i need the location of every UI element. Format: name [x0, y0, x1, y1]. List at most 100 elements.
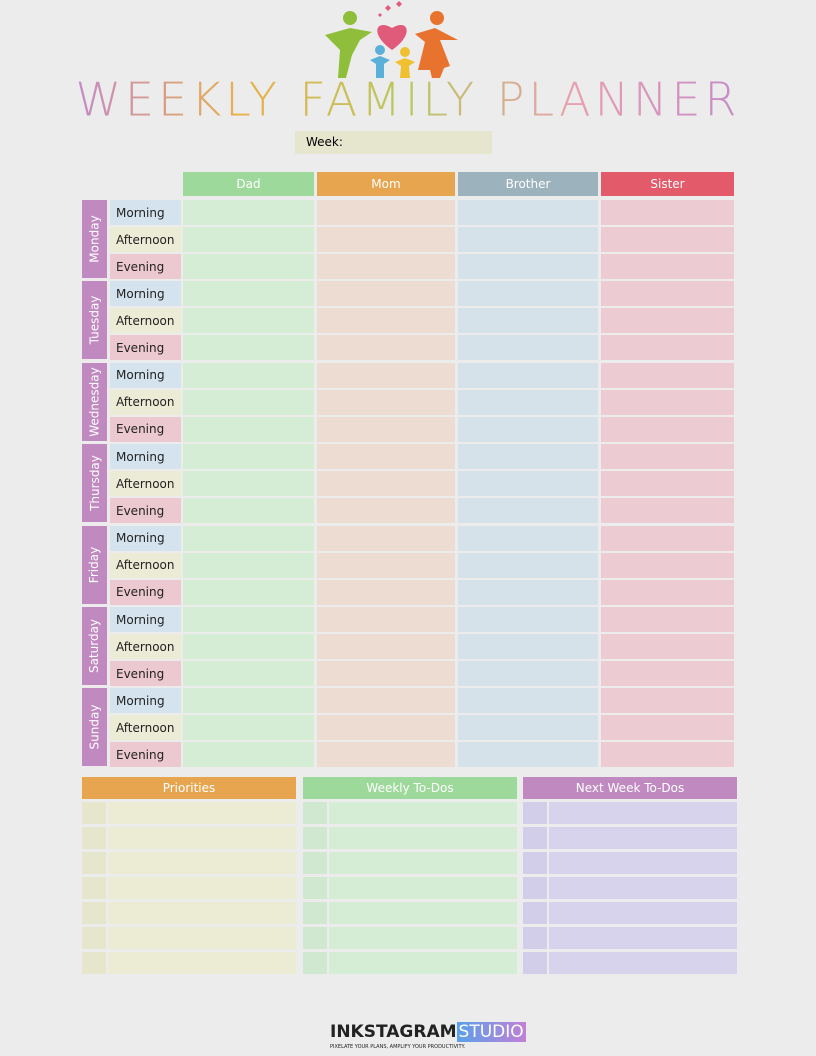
planner-cell[interactable] [458, 525, 598, 551]
planner-cell[interactable] [458, 227, 598, 252]
planner-cell[interactable] [317, 281, 455, 307]
planner-cell[interactable] [601, 335, 734, 361]
planner-cell[interactable] [183, 715, 314, 741]
planner-cell[interactable] [183, 498, 314, 524]
list-cell[interactable] [108, 827, 296, 849]
planner-cell[interactable] [458, 200, 598, 225]
planner-cell[interactable] [601, 715, 734, 741]
planner-cell[interactable] [183, 579, 314, 605]
planner-cell[interactable] [317, 335, 455, 361]
planner-cell[interactable] [601, 416, 734, 442]
planner-cell[interactable] [458, 742, 598, 768]
planner-cell[interactable] [317, 200, 455, 225]
planner-cell[interactable] [317, 471, 455, 497]
planner-cell[interactable] [458, 416, 598, 442]
planner-cell[interactable] [601, 254, 734, 279]
list-cell[interactable] [108, 902, 296, 924]
planner-cell[interactable] [601, 498, 734, 524]
planner-cell[interactable] [601, 579, 734, 605]
list-cell[interactable] [549, 802, 737, 824]
check-cell[interactable] [82, 877, 106, 899]
list-cell[interactable] [329, 827, 517, 849]
planner-cell[interactable] [317, 742, 455, 768]
planner-cell[interactable] [317, 525, 455, 551]
planner-cell[interactable] [458, 607, 598, 632]
planner-cell[interactable] [601, 389, 734, 415]
check-cell[interactable] [523, 852, 547, 874]
check-cell[interactable] [523, 877, 547, 899]
check-cell[interactable] [523, 902, 547, 924]
planner-cell[interactable] [458, 335, 598, 361]
list-cell[interactable] [329, 952, 517, 974]
check-cell[interactable] [303, 902, 327, 924]
check-cell[interactable] [303, 827, 327, 849]
check-cell[interactable] [82, 927, 106, 949]
planner-cell[interactable] [458, 498, 598, 524]
planner-cell[interactable] [458, 281, 598, 307]
planner-cell[interactable] [601, 525, 734, 551]
planner-cell[interactable] [183, 281, 314, 307]
week-field[interactable]: Week: [295, 131, 492, 154]
planner-cell[interactable] [458, 661, 598, 686]
planner-cell[interactable] [183, 254, 314, 279]
planner-cell[interactable] [183, 525, 314, 551]
planner-cell[interactable] [458, 389, 598, 415]
check-cell[interactable] [82, 802, 106, 824]
planner-cell[interactable] [183, 200, 314, 225]
planner-cell[interactable] [317, 227, 455, 252]
list-cell[interactable] [329, 802, 517, 824]
planner-cell[interactable] [317, 579, 455, 605]
planner-cell[interactable] [183, 552, 314, 578]
planner-cell[interactable] [183, 742, 314, 768]
planner-cell[interactable] [601, 661, 734, 686]
check-cell[interactable] [303, 952, 327, 974]
planner-cell[interactable] [183, 607, 314, 632]
check-cell[interactable] [303, 852, 327, 874]
planner-cell[interactable] [601, 281, 734, 307]
list-cell[interactable] [329, 877, 517, 899]
list-cell[interactable] [108, 877, 296, 899]
planner-cell[interactable] [183, 335, 314, 361]
planner-cell[interactable] [317, 661, 455, 686]
planner-cell[interactable] [458, 634, 598, 659]
planner-cell[interactable] [601, 688, 734, 714]
planner-cell[interactable] [183, 362, 314, 388]
planner-cell[interactable] [317, 498, 455, 524]
planner-cell[interactable] [458, 688, 598, 714]
list-cell[interactable] [329, 902, 517, 924]
planner-cell[interactable] [601, 607, 734, 632]
planner-cell[interactable] [601, 552, 734, 578]
planner-cell[interactable] [317, 715, 455, 741]
planner-cell[interactable] [317, 254, 455, 279]
list-cell[interactable] [549, 852, 737, 874]
planner-cell[interactable] [183, 661, 314, 686]
list-cell[interactable] [108, 852, 296, 874]
planner-cell[interactable] [183, 688, 314, 714]
planner-cell[interactable] [601, 444, 734, 470]
planner-cell[interactable] [458, 579, 598, 605]
planner-cell[interactable] [183, 416, 314, 442]
planner-cell[interactable] [601, 362, 734, 388]
planner-cell[interactable] [601, 742, 734, 768]
list-cell[interactable] [549, 927, 737, 949]
check-cell[interactable] [523, 952, 547, 974]
check-cell[interactable] [82, 852, 106, 874]
check-cell[interactable] [82, 827, 106, 849]
planner-cell[interactable] [458, 308, 598, 334]
planner-cell[interactable] [458, 715, 598, 741]
planner-cell[interactable] [601, 634, 734, 659]
planner-cell[interactable] [317, 389, 455, 415]
planner-cell[interactable] [601, 227, 734, 252]
check-cell[interactable] [303, 927, 327, 949]
planner-cell[interactable] [601, 471, 734, 497]
planner-cell[interactable] [317, 444, 455, 470]
planner-cell[interactable] [317, 362, 455, 388]
planner-cell[interactable] [183, 389, 314, 415]
list-cell[interactable] [108, 927, 296, 949]
planner-cell[interactable] [183, 308, 314, 334]
planner-cell[interactable] [183, 471, 314, 497]
check-cell[interactable] [523, 802, 547, 824]
list-cell[interactable] [108, 802, 296, 824]
planner-cell[interactable] [458, 471, 598, 497]
planner-cell[interactable] [317, 416, 455, 442]
